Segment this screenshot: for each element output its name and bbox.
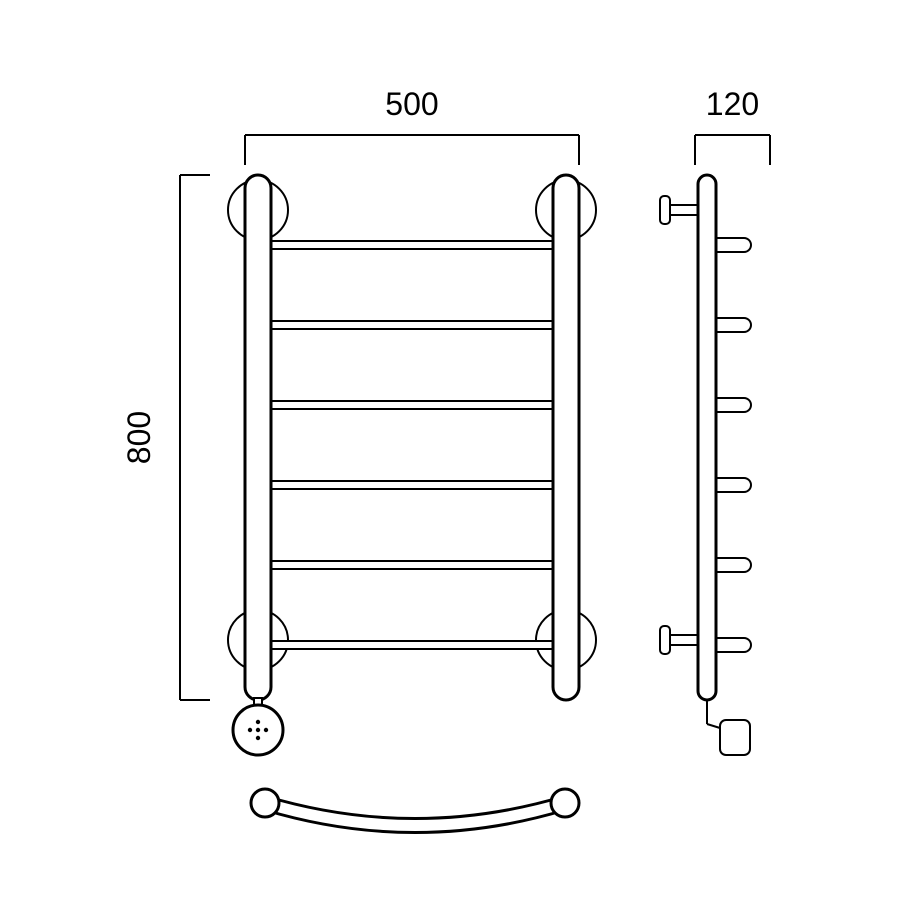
side-view: [660, 175, 751, 755]
ladder-rung: [271, 481, 553, 489]
ladder-rung: [271, 241, 553, 249]
wall-mount-side: [660, 196, 670, 224]
top-view-curved-bar: [251, 789, 579, 833]
rung-side-stub: [716, 558, 751, 572]
dimension-depth-label: 120: [706, 86, 759, 122]
front-view: [228, 175, 596, 755]
ladder-rung: [271, 401, 553, 409]
vertical-rail-side: [698, 175, 716, 700]
ladder-rung: [271, 321, 553, 329]
dimension-width-label: 500: [385, 86, 438, 122]
rung-side-stub: [716, 318, 751, 332]
vertical-rail: [553, 175, 579, 700]
dimension-height-label: 800: [121, 411, 157, 464]
power-connector-side: [720, 720, 750, 755]
ladder-rung: [271, 561, 553, 569]
ladder-rung: [271, 641, 553, 649]
vertical-rail: [245, 175, 271, 700]
rung-side-stub: [716, 238, 751, 252]
rung-side-stub: [716, 478, 751, 492]
rung-side-stub: [716, 398, 751, 412]
wall-mount-side: [660, 626, 670, 654]
rung-side-stub: [716, 638, 751, 652]
